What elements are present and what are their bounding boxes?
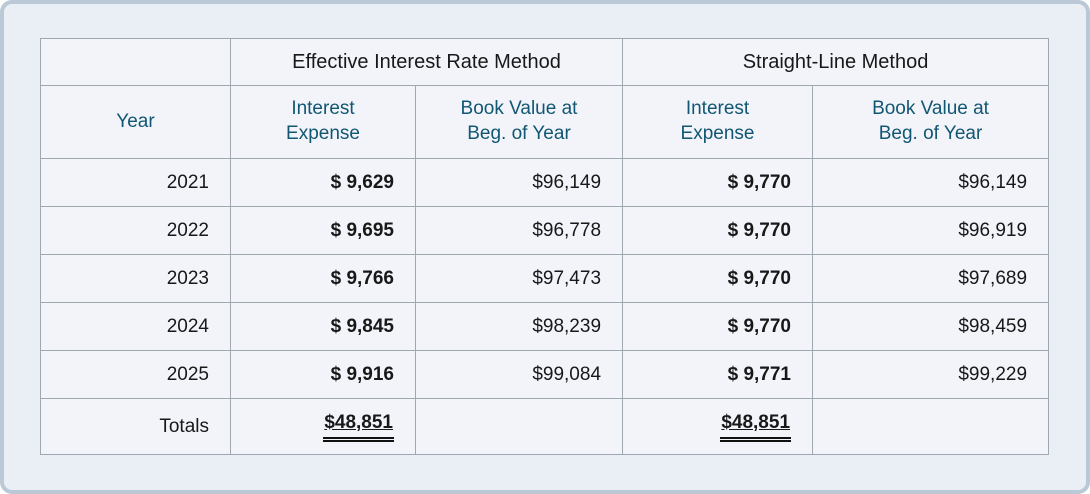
col-header-year: Year <box>40 85 231 159</box>
year-cell: 2025 <box>40 350 231 399</box>
header-line: Beg. of Year <box>467 123 571 144</box>
table-row-2024: 2024 $ 9,845 $98,239 $ 9,770 $98,459 <box>40 302 1050 351</box>
header-line: Beg. of Year <box>878 123 983 144</box>
sl-interest-cell: $ 9,770 <box>622 206 814 255</box>
eir-interest-cell: $ 9,629 <box>230 158 416 207</box>
amortization-comparison-table: Effective Interest Rate Method Straight-… <box>40 38 1050 455</box>
sl-book-total-empty-cell <box>812 398 1050 455</box>
eir-book-total-empty-cell <box>414 398 624 455</box>
header-line: Book Value at <box>460 98 578 120</box>
group-header-straight-line: Straight-Line Method <box>622 38 1050 86</box>
column-header-row: Year Interest Expense Book Value at Beg.… <box>40 85 1050 159</box>
eir-book-value-cell: $97,473 <box>414 254 624 303</box>
col-header-sl-interest-expense: Interest Expense <box>622 85 814 159</box>
eir-interest-cell: $ 9,766 <box>230 254 416 303</box>
sl-interest-cell: $ 9,770 <box>622 158 814 207</box>
header-line: Expense <box>286 123 360 144</box>
year-cell: 2024 <box>40 302 231 351</box>
sl-interest-cell: $ 9,770 <box>622 302 814 351</box>
eir-book-value-cell: $99,084 <box>414 350 624 399</box>
sl-interest-cell: $ 9,770 <box>622 254 814 303</box>
col-header-sl-book-value: Book Value at Beg. of Year <box>812 85 1050 159</box>
sl-book-value-cell: $98,459 <box>812 302 1050 351</box>
table-row-2022: 2022 $ 9,695 $96,778 $ 9,770 $96,919 <box>40 206 1050 255</box>
group-header-row: Effective Interest Rate Method Straight-… <box>40 38 1050 86</box>
col-header-eir-book-value: Book Value at Beg. of Year <box>414 85 624 159</box>
header-line: Book Value at <box>872 98 989 120</box>
eir-book-value-cell: $98,239 <box>414 302 624 351</box>
eir-interest-cell: $ 9,916 <box>230 350 416 399</box>
year-cell: 2022 <box>40 206 231 255</box>
sl-interest-cell: $ 9,771 <box>622 350 814 399</box>
header-line: Interest <box>685 98 750 120</box>
corner-cell <box>40 38 231 86</box>
sl-book-value-cell: $96,919 <box>812 206 1050 255</box>
sl-total-cell: $48,851 <box>622 398 814 455</box>
totals-label-cell: Totals <box>40 398 231 455</box>
table-row-2021: 2021 $ 9,629 $96,149 $ 9,770 $96,149 <box>40 158 1050 207</box>
eir-book-value-cell: $96,149 <box>414 158 624 207</box>
sl-book-value-cell: $96,149 <box>812 158 1050 207</box>
year-cell: 2021 <box>40 158 231 207</box>
header-line: Expense <box>680 123 755 144</box>
eir-total-cell: $48,851 <box>230 398 416 455</box>
eir-book-value-cell: $96,778 <box>414 206 624 255</box>
sl-book-value-cell: $99,229 <box>812 350 1050 399</box>
totals-row: Totals $48,851 $48,851 <box>40 398 1050 455</box>
eir-interest-cell: $ 9,695 <box>230 206 416 255</box>
year-cell: 2023 <box>40 254 231 303</box>
group-header-effective-interest: Effective Interest Rate Method <box>229 38 624 86</box>
table-row-2023: 2023 $ 9,766 $97,473 $ 9,770 $97,689 <box>40 254 1050 303</box>
table-row-2025: 2025 $ 9,916 $99,084 $ 9,771 $99,229 <box>40 350 1050 399</box>
eir-total-value: $48,851 <box>323 412 394 442</box>
sl-book-value-cell: $97,689 <box>812 254 1050 303</box>
header-line: Interest <box>291 98 355 120</box>
col-header-eir-interest-expense: Interest Expense <box>230 85 416 159</box>
eir-interest-cell: $ 9,845 <box>230 302 416 351</box>
sl-total-value: $48,851 <box>720 412 792 442</box>
